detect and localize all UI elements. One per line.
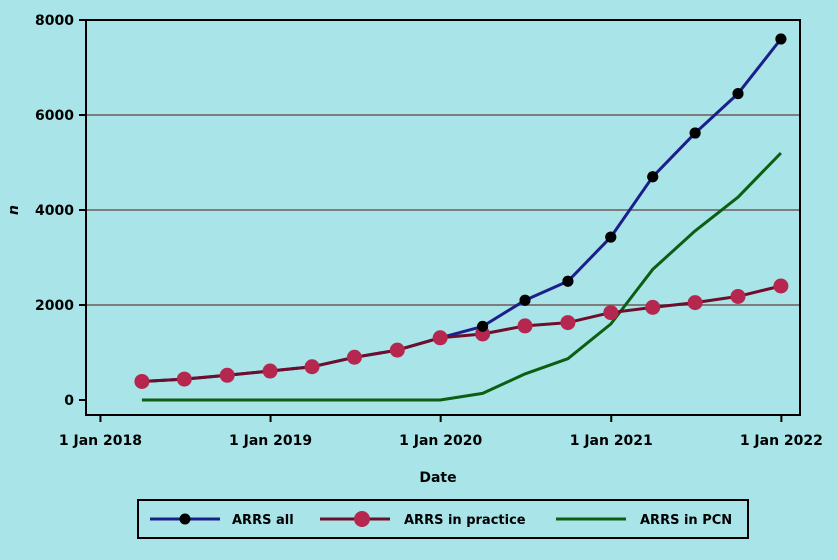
series-line-arrs-in-pcn bbox=[141, 151, 782, 402]
point-arrs-all bbox=[647, 171, 659, 183]
point-arrs-in-practice bbox=[176, 371, 192, 387]
legend-box bbox=[137, 499, 749, 539]
point-arrs-in-practice bbox=[687, 295, 703, 311]
point-arrs-all bbox=[775, 33, 787, 45]
plot-frame bbox=[85, 19, 801, 416]
point-arrs-all bbox=[519, 294, 531, 306]
point-arrs-in-practice bbox=[432, 330, 448, 346]
y-tick-label: 4000 bbox=[35, 203, 74, 219]
point-arrs-all bbox=[732, 88, 744, 100]
point-arrs-in-practice bbox=[773, 278, 789, 294]
x-tick-label: 1 Jan 2022 bbox=[740, 433, 823, 449]
point-arrs-in-practice bbox=[134, 373, 150, 389]
y-tick-labels: 0 2000 4000 6000 8000 bbox=[35, 13, 74, 409]
point-arrs-in-practice bbox=[517, 318, 533, 334]
y-tick-label: 6000 bbox=[35, 108, 74, 124]
y-axis-title: n bbox=[6, 205, 22, 215]
point-arrs-in-practice bbox=[560, 315, 576, 331]
point-arrs-in-practice bbox=[603, 305, 619, 321]
point-arrs-in-practice bbox=[730, 288, 746, 304]
x-tick-label: 1 Jan 2021 bbox=[570, 433, 653, 449]
point-arrs-all bbox=[689, 127, 701, 139]
point-arrs-in-practice bbox=[346, 349, 362, 365]
x-tick-label: 1 Jan 2019 bbox=[229, 433, 312, 449]
point-arrs-in-practice bbox=[645, 299, 661, 315]
point-arrs-all bbox=[605, 231, 617, 243]
gridlines bbox=[86, 114, 800, 306]
x-tick-labels: 1 Jan 2018 1 Jan 2019 1 Jan 2020 1 Jan 2021… bbox=[59, 433, 823, 449]
x-tick-label: 1 Jan 2018 bbox=[59, 433, 142, 449]
y-tick-label: 2000 bbox=[35, 298, 74, 314]
series-layer bbox=[134, 33, 789, 402]
legend-label-arrs-all: ARRS all bbox=[232, 513, 294, 528]
axes bbox=[79, 19, 801, 422]
x-tick-label: 1 Jan 2020 bbox=[399, 433, 482, 449]
point-arrs-in-practice bbox=[389, 342, 405, 358]
legend-label-arrs-in-practice: ARRS in practice bbox=[404, 513, 526, 528]
point-arrs-in-practice bbox=[262, 363, 278, 379]
point-arrs-in-practice bbox=[219, 367, 235, 383]
legend-label-arrs-in-pcn: ARRS in PCN bbox=[640, 513, 732, 528]
point-arrs-all bbox=[477, 320, 489, 332]
x-axis-title: Date bbox=[419, 470, 456, 486]
legend-marker-arrs-all bbox=[179, 513, 191, 525]
y-tick-label: 8000 bbox=[35, 13, 74, 29]
series-line-arrs-in-practice bbox=[141, 284, 782, 383]
legend-marker-arrs-in-practice bbox=[354, 511, 370, 527]
point-arrs-in-practice bbox=[304, 359, 320, 375]
legend: ARRS all ARRS in practice ARRS in PCN bbox=[137, 499, 749, 539]
point-arrs-all bbox=[562, 275, 574, 287]
y-tick-label: 0 bbox=[64, 393, 74, 409]
